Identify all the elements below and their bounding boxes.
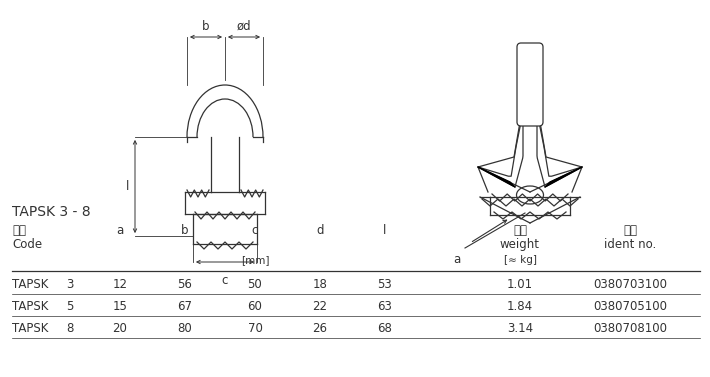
Text: 1.84: 1.84 — [507, 300, 533, 314]
Text: 3: 3 — [66, 279, 74, 291]
Text: TAPSK 3 - 8: TAPSK 3 - 8 — [12, 205, 91, 219]
Text: a: a — [116, 224, 124, 237]
Text: TAPSK: TAPSK — [12, 322, 48, 336]
Text: 70: 70 — [248, 322, 263, 336]
Text: 0380703100: 0380703100 — [593, 279, 667, 291]
Text: 3.14: 3.14 — [507, 322, 533, 336]
Text: 重量: 重量 — [513, 224, 527, 237]
Text: c: c — [222, 274, 228, 287]
Text: [mm]: [mm] — [241, 255, 269, 265]
Text: c: c — [252, 224, 258, 237]
Text: 15: 15 — [113, 300, 127, 314]
FancyBboxPatch shape — [517, 43, 543, 126]
Text: [≈ kg]: [≈ kg] — [503, 255, 537, 265]
Text: 80: 80 — [178, 322, 192, 336]
Text: 56: 56 — [178, 279, 192, 291]
Text: b: b — [202, 20, 209, 33]
Text: TAPSK: TAPSK — [12, 279, 48, 291]
Text: ident no.: ident no. — [604, 238, 656, 251]
Text: 22: 22 — [312, 300, 327, 314]
Text: d: d — [316, 224, 324, 237]
Text: l: l — [126, 180, 129, 193]
Text: weight: weight — [500, 238, 540, 251]
Text: 18: 18 — [312, 279, 327, 291]
Text: 0380705100: 0380705100 — [593, 300, 667, 314]
Text: 26: 26 — [312, 322, 327, 336]
Polygon shape — [545, 167, 582, 187]
Text: 63: 63 — [378, 300, 393, 314]
Text: 53: 53 — [378, 279, 393, 291]
Text: 60: 60 — [248, 300, 263, 314]
Text: 50: 50 — [248, 279, 263, 291]
Text: 型号: 型号 — [12, 224, 26, 237]
Text: 68: 68 — [378, 322, 393, 336]
Text: l: l — [383, 224, 387, 237]
Text: 20: 20 — [113, 322, 127, 336]
Text: b: b — [181, 224, 189, 237]
Text: 67: 67 — [178, 300, 192, 314]
Polygon shape — [478, 167, 515, 187]
Text: a: a — [454, 253, 461, 266]
Text: 0380708100: 0380708100 — [593, 322, 667, 336]
Text: ød: ød — [236, 20, 251, 33]
Text: 货号: 货号 — [623, 224, 637, 237]
Text: Code: Code — [12, 238, 42, 251]
Text: TAPSK: TAPSK — [12, 300, 48, 314]
Text: 12: 12 — [112, 279, 128, 291]
Text: 5: 5 — [66, 300, 74, 314]
Text: 1.01: 1.01 — [507, 279, 533, 291]
Text: 8: 8 — [66, 322, 74, 336]
